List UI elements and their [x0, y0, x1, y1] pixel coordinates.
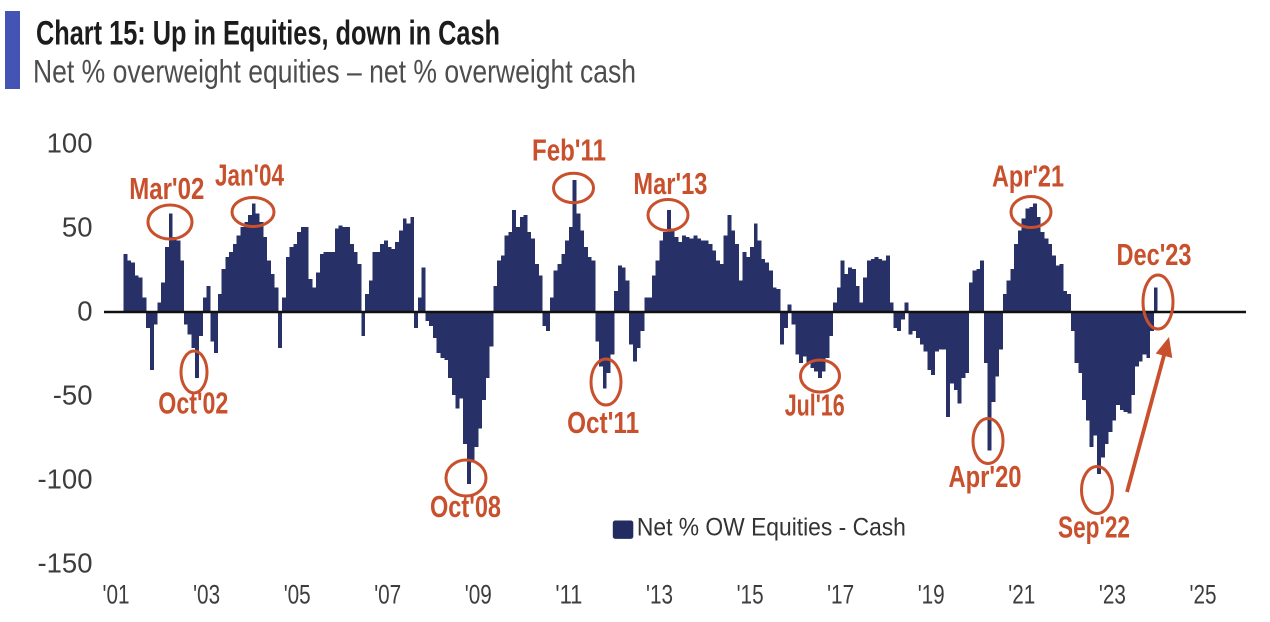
- svg-text:'21: '21: [1008, 580, 1035, 610]
- svg-text:'05: '05: [284, 580, 311, 610]
- svg-text:'09: '09: [465, 580, 492, 610]
- svg-text:-100: -100: [37, 464, 92, 495]
- svg-text:50: 50: [62, 211, 93, 242]
- svg-text:-150: -150: [37, 548, 92, 579]
- svg-text:Jul'16: Jul'16: [785, 388, 845, 423]
- svg-text:Net % overweight equities – ne: Net % overweight equities – net % overwe…: [33, 54, 636, 90]
- svg-text:Apr'20: Apr'20: [949, 459, 1022, 494]
- svg-text:Oct'02: Oct'02: [158, 386, 228, 421]
- svg-text:'23: '23: [1099, 580, 1126, 610]
- svg-text:'13: '13: [646, 580, 673, 610]
- svg-text:-50: -50: [53, 380, 93, 411]
- svg-text:Jan'04: Jan'04: [215, 158, 285, 193]
- svg-text:'17: '17: [827, 580, 854, 610]
- svg-text:'01: '01: [103, 580, 130, 610]
- svg-text:Apr'21: Apr'21: [992, 159, 1064, 194]
- svg-text:Mar'02: Mar'02: [129, 171, 204, 206]
- svg-text:Sep'22: Sep'22: [1058, 510, 1130, 545]
- svg-text:0: 0: [77, 296, 92, 327]
- svg-text:100: 100: [47, 127, 93, 158]
- svg-text:Oct'08: Oct'08: [430, 489, 501, 524]
- svg-text:Net % OW Equities - Cash: Net % OW Equities - Cash: [637, 514, 906, 541]
- svg-text:'15: '15: [737, 580, 764, 610]
- svg-text:'07: '07: [374, 580, 401, 610]
- svg-text:'11: '11: [555, 580, 582, 610]
- svg-text:Oct'11: Oct'11: [567, 405, 639, 440]
- svg-text:'25: '25: [1190, 580, 1217, 610]
- svg-text:Dec'23: Dec'23: [1117, 237, 1192, 272]
- svg-text:Chart 15: Up in Equities, down: Chart 15: Up in Equities, down in Cash: [36, 15, 500, 53]
- svg-text:'03: '03: [193, 580, 220, 610]
- svg-text:'19: '19: [918, 580, 945, 610]
- svg-text:Feb'11: Feb'11: [532, 132, 606, 167]
- svg-text:Mar'13: Mar'13: [633, 166, 707, 201]
